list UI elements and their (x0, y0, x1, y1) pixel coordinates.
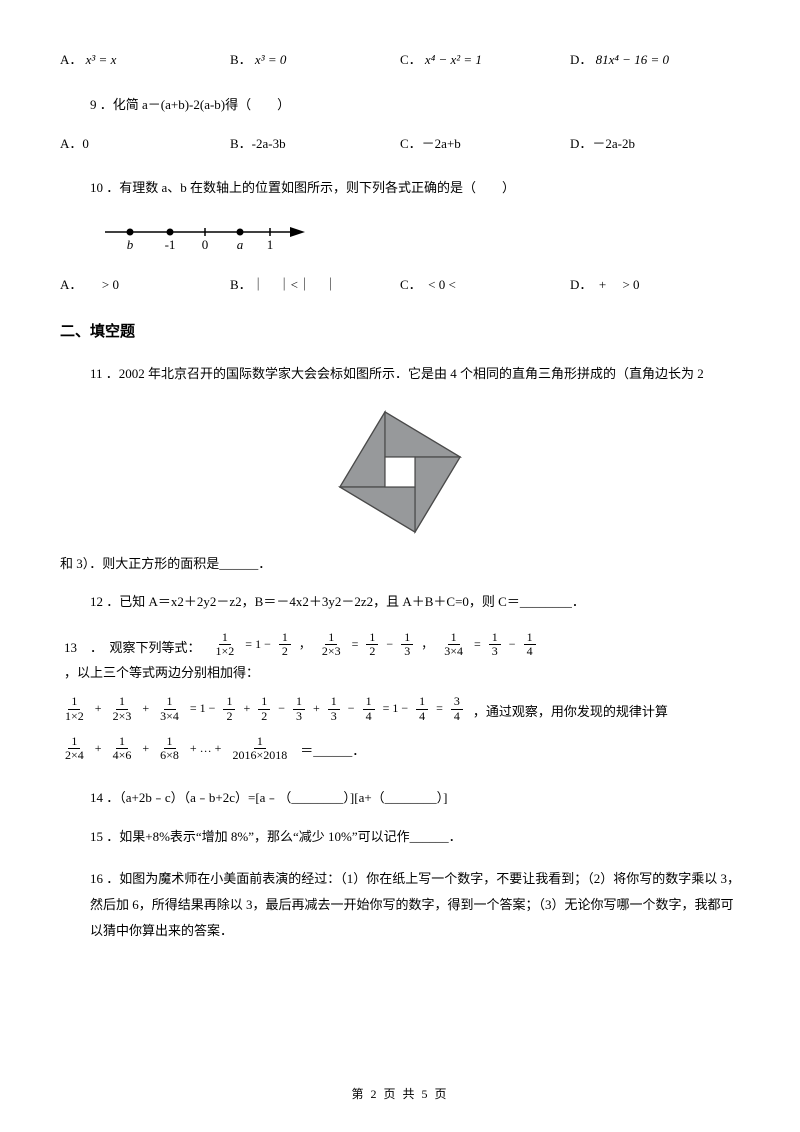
q13-tail1: ，以上三个等式两边分别相加得： (64, 663, 259, 684)
q10-options: A． > 0 B．｜ ｜<｜ ｜ C． < 0 < D． + > 0 (60, 275, 740, 296)
svg-text:-1: -1 (165, 237, 176, 252)
q8-opt-d: D． 81x⁴ − 16 = 0 (570, 50, 740, 71)
frac: 11×2 (62, 695, 87, 722)
q8-opt-a-math: x³ = x (86, 52, 117, 67)
frac: 12 (279, 631, 291, 658)
q13-mid: ，通过观察，用你发现的规律计算 (473, 702, 668, 723)
q13-end: ＝______． (300, 741, 365, 762)
q8-opt-b-label: B． (230, 52, 252, 67)
q8-opt-b: B． x³ = 0 (230, 50, 400, 71)
q14-stem: 14 ．（a+2b﹣c）（a﹣b+2c）=[a﹣（________）][a+（_… (90, 788, 740, 809)
q8-opt-c: C． x⁴ − x² = 1 (400, 50, 570, 71)
frac: 13×4 (441, 631, 466, 658)
frac: 14 (416, 695, 428, 722)
frac: 12×3 (319, 631, 344, 658)
q10-opt-a: A． > 0 (60, 275, 230, 296)
q8-opt-d-math: 81x⁴ − 16 = 0 (596, 52, 669, 67)
q10-opt-d: D． + > 0 (570, 275, 740, 296)
q15-stem: 15 ．如果+8%表示“增加 8%”，那么“减少 10%”可以记作______． (90, 827, 740, 848)
section-fill-title: 二、填空题 (60, 320, 740, 344)
frac: 14 (524, 631, 536, 658)
frac: 12 (223, 695, 235, 722)
q11-part2: 和 3）．则大正方形的面积是______． (60, 554, 740, 575)
q8-opt-b-math: x³ = 0 (255, 52, 286, 67)
q13-line3: 12×4 + 14×6 + 16×8 + … + 12016×2018 ＝___… (60, 735, 740, 762)
frac: 12×4 (62, 735, 87, 762)
congress-logo-figure (60, 403, 740, 548)
frac: 14×6 (110, 735, 135, 762)
frac: 11×2 (213, 631, 238, 658)
q9-options: A．0 B．-2a-3b C．－2a+b D．－2a-2b (60, 134, 740, 155)
q16-stem: 16 ．如图为魔术师在小美面前表演的经过：（1）你在纸上写一个数字，不要让我看到… (90, 866, 740, 944)
frac: 13 (328, 695, 340, 722)
svg-text:1: 1 (267, 237, 274, 252)
q13-line2: 11×2 + 12×3 + 13×4 = 1 − 12 + 12 − 13 + … (60, 695, 740, 722)
q10-opt-b: B．｜ ｜<｜ ｜ (230, 275, 400, 296)
frac: 13 (489, 631, 501, 658)
frac: 12016×2018 (229, 735, 290, 762)
svg-text:b: b (127, 237, 134, 252)
q8-opt-c-label: C． (400, 52, 422, 67)
q9-opt-c: C．－2a+b (400, 134, 570, 155)
frac: 12×3 (110, 695, 135, 722)
q8-options: A． x³ = x B． x³ = 0 C． x⁴ − x² = 1 D． 81… (60, 50, 740, 71)
page-footer: 第 2 页 共 5 页 (0, 1085, 800, 1102)
q8-opt-c-math: x⁴ − x² = 1 (425, 52, 482, 67)
frac: 12 (366, 631, 378, 658)
q10-opt-c: C． < 0 < (400, 275, 570, 296)
frac: 12 (258, 695, 270, 722)
q13-line1: 13 ． 观察下列等式： 11×2 = 1 − 12 ， 12×3 = 12 −… (60, 631, 740, 683)
q9-opt-a: A．0 (60, 134, 230, 155)
q10-stem: 10 ．有理数 a、b 在数轴上的位置如图所示，则下列各式正确的是（ ） (90, 178, 740, 199)
svg-text:a: a (237, 237, 244, 252)
frac: 13×4 (157, 695, 182, 722)
frac: 34 (451, 695, 463, 722)
q9-opt-d: D．－2a-2b (570, 134, 740, 155)
q8-opt-a: A． x³ = x (60, 50, 230, 71)
q11-part1: 11 ．2002 年北京召开的国际数学家大会会标如图所示．它是由 4 个相同的直… (90, 364, 740, 385)
frac: 14 (363, 695, 375, 722)
q8-opt-d-label: D． (570, 52, 592, 67)
frac: 13 (401, 631, 413, 658)
q9-stem: 9 ．化简 a－(a+b)-2(a-b)得（ ） (90, 95, 740, 116)
number-line-figure: b -1 0 a 1 (100, 217, 740, 257)
q8-opt-a-label: A． (60, 52, 82, 67)
svg-text:0: 0 (202, 237, 209, 252)
frac: 16×8 (157, 735, 182, 762)
q9-opt-b: B．-2a-3b (230, 134, 400, 155)
frac: 13 (293, 695, 305, 722)
q13-lead: 13 ． 观察下列等式： (64, 638, 201, 659)
page-content: A． x³ = x B． x³ = 0 C． x⁴ − x² = 1 D． 81… (0, 0, 800, 944)
q12-stem: 12 ．已知 A＝x2＋2y2－z2，B＝－4x2＋3y2－2z2，且 A＋B＋… (90, 592, 740, 613)
